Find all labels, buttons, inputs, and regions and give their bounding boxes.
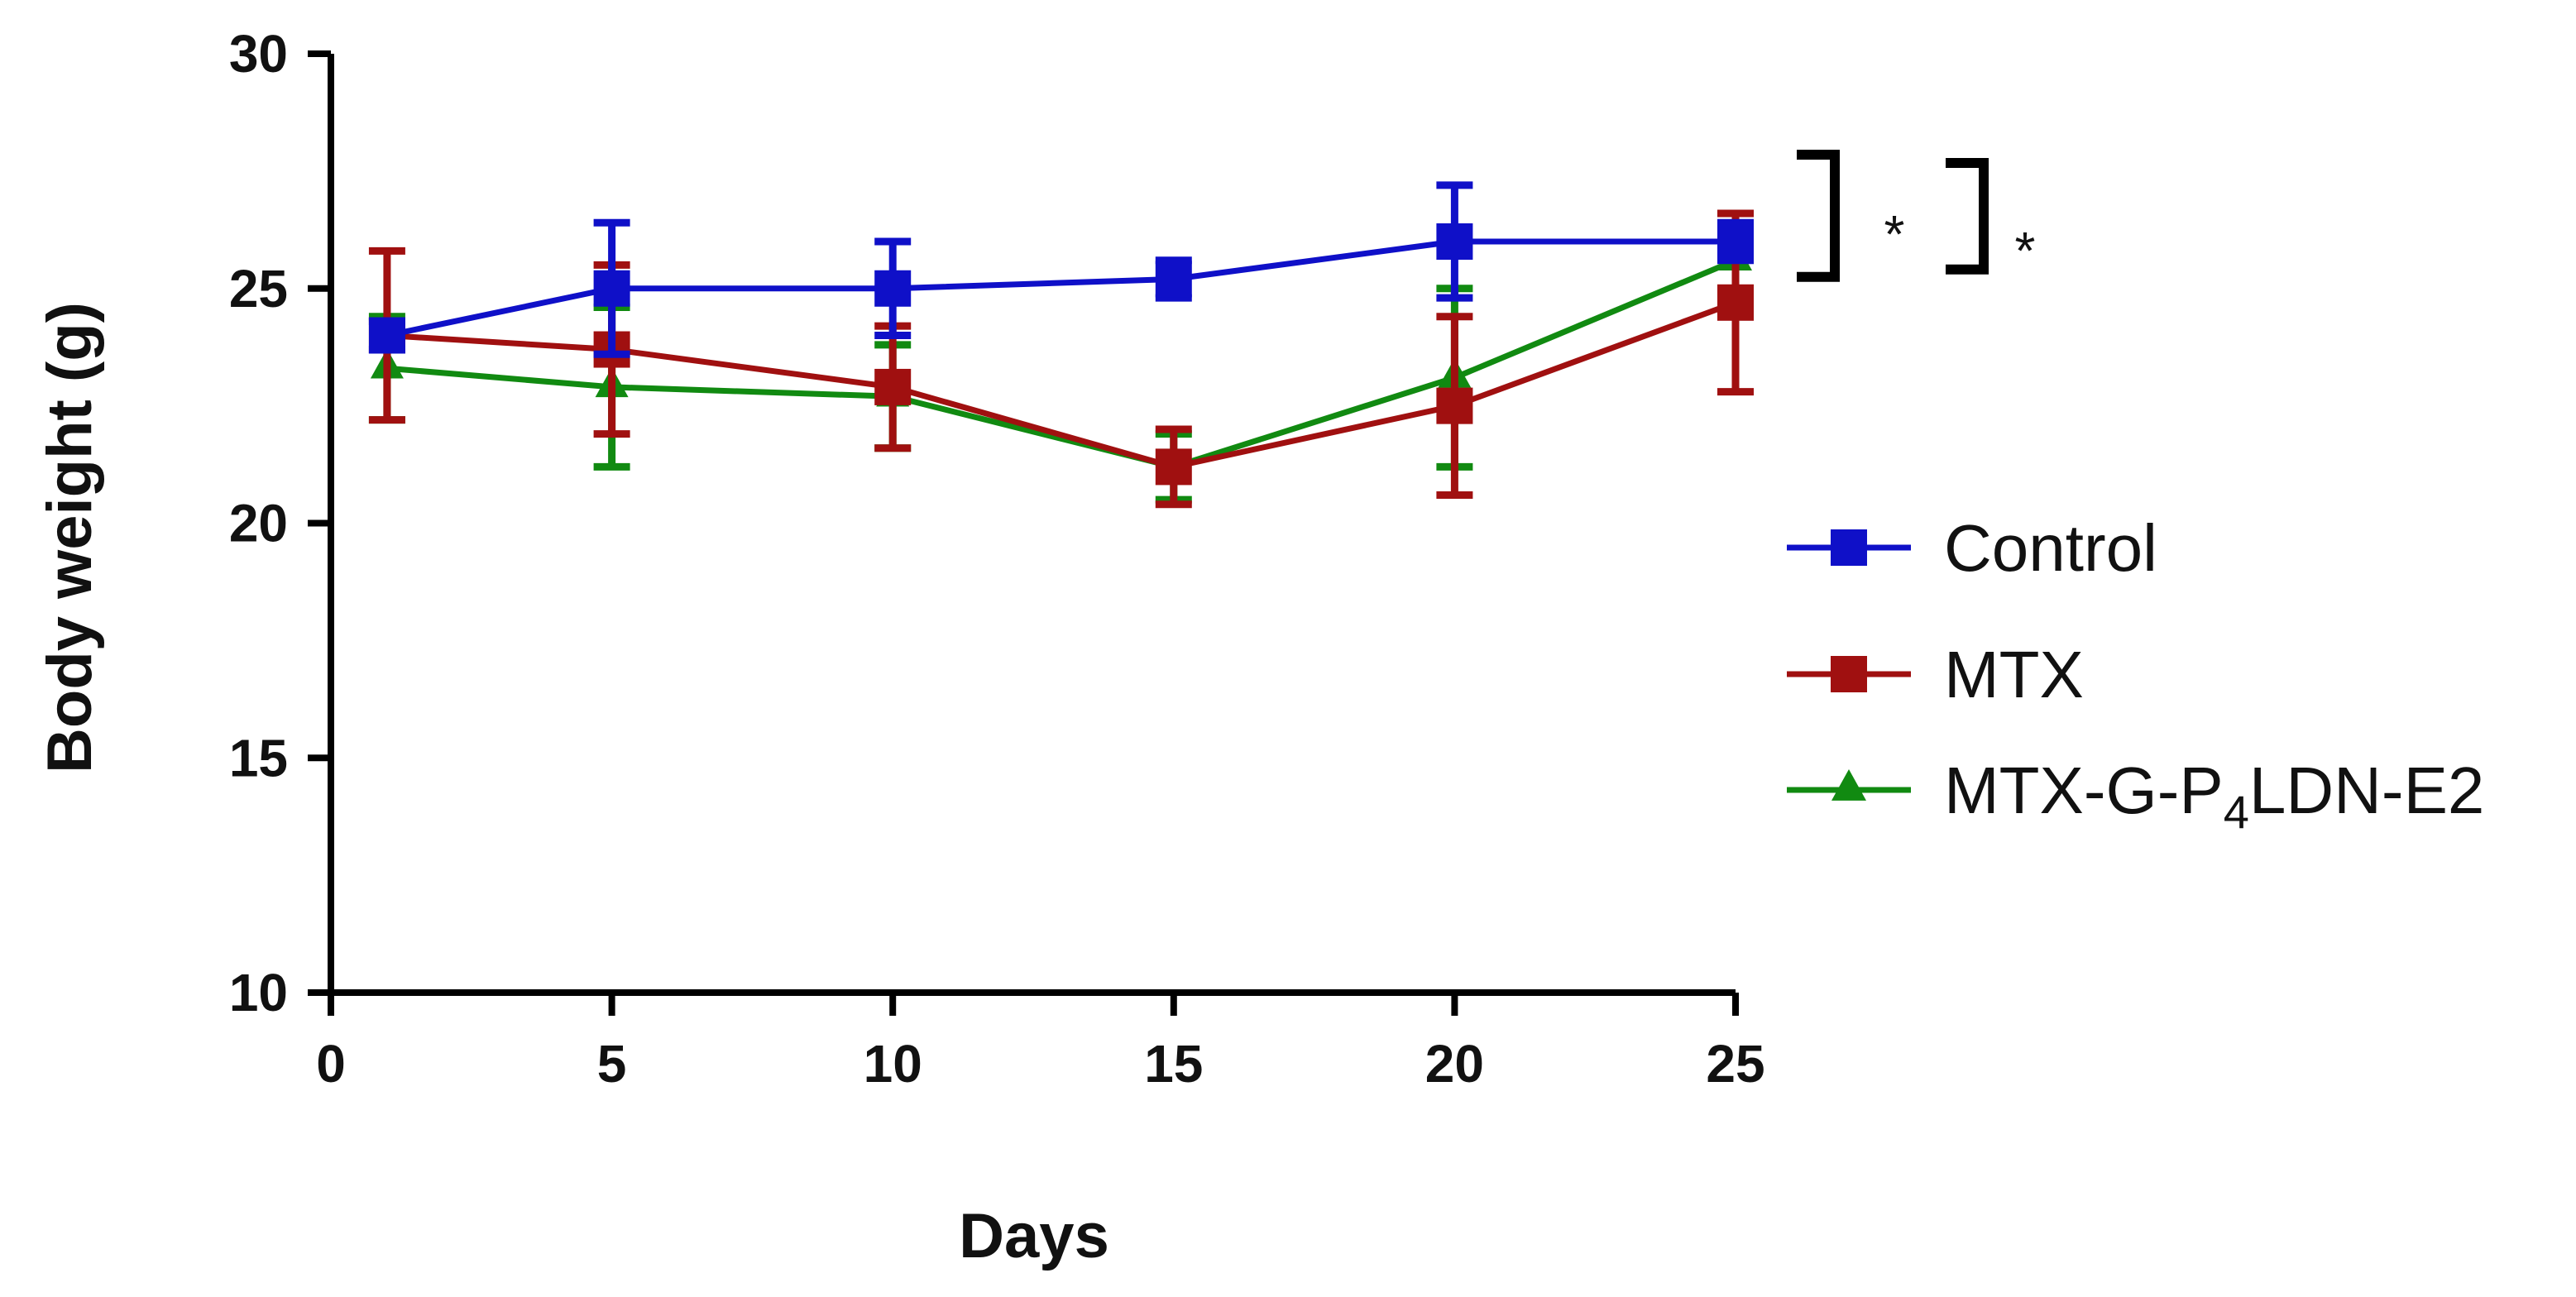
series-line	[386, 238, 1736, 338]
x-tick-label: 10	[864, 1034, 922, 1094]
legend-label: Control	[1944, 511, 2157, 585]
series-line	[386, 299, 1737, 471]
x-axis-title: Days	[959, 1201, 1109, 1271]
axes: 0 5 10 15 20 25 10 15 20 25 30	[229, 24, 1765, 1094]
x-tick-label: 25	[1706, 1034, 1764, 1094]
x-tick-label: 5	[597, 1034, 627, 1094]
x-tick-label: 15	[1144, 1034, 1203, 1094]
legend-label-subscript: 4	[2224, 786, 2249, 838]
data-point	[1155, 448, 1192, 486]
series-control	[368, 181, 1754, 358]
legend-marker	[1831, 656, 1867, 692]
legend-item-control: Control	[1787, 511, 2157, 585]
legend-label: MTX-G-P4LDN-E2	[1944, 754, 2484, 838]
significance-star: *	[2015, 221, 2036, 280]
data-point	[1717, 223, 1754, 260]
significance-star: *	[1884, 204, 1905, 264]
x-tick-label: 20	[1425, 1034, 1484, 1094]
series-mtx-g-p4ldn-e2	[368, 209, 1754, 504]
y-tick-label: 15	[229, 728, 288, 787]
legend-item-mtx-g-p4ldn-e2: MTX-G-P4LDN-E2	[1787, 754, 2484, 838]
series-line	[386, 257, 1737, 471]
legend-marker	[1831, 769, 1866, 801]
legend-label: MTX	[1944, 638, 2084, 711]
legend-marker	[1831, 529, 1867, 566]
data-point	[1155, 261, 1192, 298]
data-point	[874, 368, 912, 405]
data-point	[1436, 387, 1473, 424]
y-tick-label: 20	[229, 494, 288, 553]
y-tick-label: 10	[229, 963, 288, 1022]
x-tick-label: 0	[316, 1034, 346, 1094]
bracket-control-vs-mtx	[1946, 158, 1989, 275]
y-axis-title: Body weight (g)	[35, 302, 105, 773]
data-point	[1717, 284, 1754, 321]
data-point	[874, 270, 912, 307]
bracket-control-vs-mtx-g	[1797, 150, 1840, 282]
legend: Control MTX MTX-G-P4LDN-E2	[1787, 511, 2484, 838]
legend-item-mtx: MTX	[1787, 638, 2084, 711]
y-tick-label: 25	[229, 259, 288, 318]
y-tick-label: 30	[229, 24, 288, 84]
data-point	[593, 270, 630, 307]
plot-area	[368, 181, 1754, 509]
legend-label-part: MTX-G-P	[1944, 754, 2224, 827]
series-mtx	[368, 209, 1754, 509]
data-point	[368, 317, 405, 354]
significance-annotations: * *	[1797, 150, 2036, 282]
legend-label-part: LDN-E2	[2249, 754, 2485, 827]
data-point	[1436, 223, 1473, 260]
